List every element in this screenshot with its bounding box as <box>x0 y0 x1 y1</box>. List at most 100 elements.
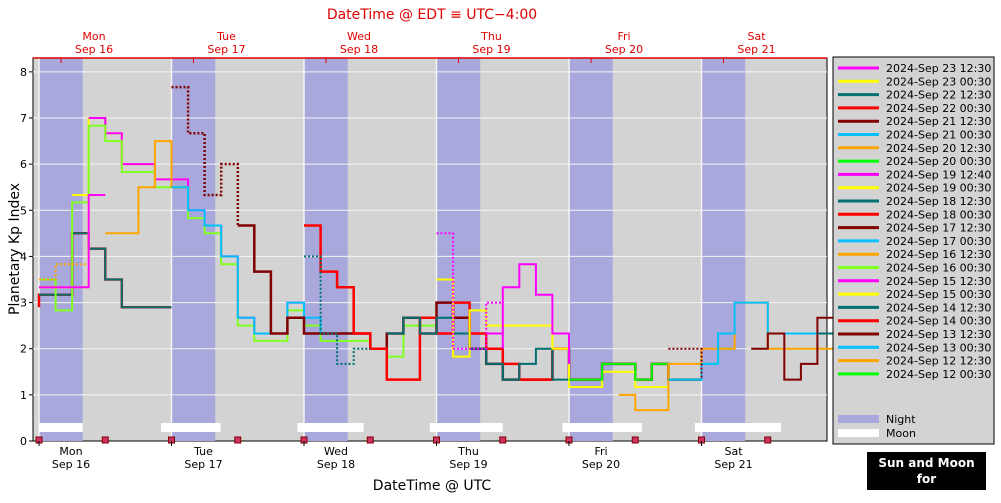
x-date-label: Sep 21 <box>714 458 752 471</box>
moon-marker <box>764 436 772 444</box>
legend-label: 2024-Sep 23 12:30 <box>886 62 991 75</box>
y-tick-label: 4 <box>20 250 27 263</box>
series-line <box>751 316 834 381</box>
night-band <box>569 58 613 441</box>
y-tick-label: 6 <box>20 158 27 171</box>
legend-label: 2024-Sep 22 12:30 <box>886 89 991 102</box>
x-day-label: Tue <box>193 445 213 458</box>
moon-bar <box>562 423 642 432</box>
night-band <box>701 58 746 441</box>
top-date-label: Sep 18 <box>340 43 378 56</box>
legend-label: 2024-Sep 12 00:30 <box>886 368 991 381</box>
series-line <box>39 194 106 289</box>
series-forecast-line <box>668 347 703 380</box>
series-forecast-line <box>436 232 503 350</box>
legend-swatch <box>838 429 879 437</box>
y-tick-label: 1 <box>20 389 27 402</box>
sun-moon-location-box: Sun and Moon for 44N 71W <box>867 452 986 502</box>
x-day-label: Fri <box>594 445 607 458</box>
series-forecast-line <box>304 255 371 365</box>
moon-bar <box>694 423 781 432</box>
legend-label: 2024-Sep 14 00:30 <box>886 315 991 328</box>
legend-label: 2024-Sep 23 00:30 <box>886 75 991 88</box>
top-date-label: Sep 19 <box>472 43 510 56</box>
top-day-label: Tue <box>216 30 236 43</box>
legend-label: 2024-Sep 19 12:40 <box>886 168 991 181</box>
moon-marker <box>101 436 109 444</box>
x-date-label: Sep 19 <box>449 458 487 471</box>
moon-bar <box>297 423 364 432</box>
top-day-label: Sat <box>747 30 766 43</box>
legend-label: 2024-Sep 12 12:30 <box>886 355 991 368</box>
moon-bar <box>429 423 503 432</box>
top-day-label: Wed <box>347 30 371 43</box>
y-tick-label: 3 <box>20 297 27 310</box>
legend-swatch <box>838 415 879 423</box>
x-date-label: Sep 16 <box>52 458 90 471</box>
y-tick-label: 8 <box>20 66 27 79</box>
moon-bar <box>160 423 221 432</box>
moon-bars <box>39 423 781 432</box>
chart-title: DateTime @ EDT ≡ UTC−4:00 <box>327 7 537 23</box>
x-date-label: Sep 17 <box>184 458 222 471</box>
x-date-label: Sep 18 <box>317 458 355 471</box>
legend-label: 2024-Sep 17 00:30 <box>886 235 991 248</box>
legend-label: 2024-Sep 15 12:30 <box>886 275 991 288</box>
series-line <box>436 278 669 388</box>
night-band <box>304 58 348 441</box>
legend-label: 2024-Sep 14 12:30 <box>886 301 991 314</box>
sunmoon-line2: 44N 71W <box>896 488 957 502</box>
moon-marker <box>234 436 242 444</box>
top-day-label: Thu <box>480 30 502 43</box>
y-tick-label: 0 <box>20 435 27 448</box>
legend-label: 2024-Sep 13 00:30 <box>886 341 991 354</box>
moon-marker <box>499 436 507 444</box>
top-date-label: Sep 20 <box>605 43 643 56</box>
moon-marker <box>366 436 374 444</box>
legend-label: 2024-Sep 21 12:30 <box>886 115 991 128</box>
legend-label: 2024-Sep 20 12:30 <box>886 142 991 155</box>
y-axis-label: Planetary Kp Index <box>7 183 23 315</box>
legend-label: Night <box>886 413 916 426</box>
top-day-label: Fri <box>617 30 630 43</box>
y-tick-label: 2 <box>20 343 27 356</box>
x-axis-label: DateTime @ UTC <box>373 478 492 494</box>
legend-label: 2024-Sep 16 00:30 <box>886 262 991 275</box>
legend-label: 2024-Sep 15 00:30 <box>886 288 991 301</box>
plot-area <box>32 57 828 442</box>
night-band <box>39 58 83 441</box>
series-line <box>486 263 570 364</box>
legend-label: 2024-Sep 18 00:30 <box>886 208 991 221</box>
moon-marker <box>631 436 639 444</box>
x-date-label: Sep 20 <box>582 458 620 471</box>
series-lines <box>37 85 834 412</box>
legend-label: 2024-Sep 20 00:30 <box>886 155 991 168</box>
moon-bar <box>39 423 83 432</box>
legend-label: 2024-Sep 21 00:30 <box>886 129 991 142</box>
x-day-label: Thu <box>457 445 479 458</box>
legend-label: 2024-Sep 19 00:30 <box>886 182 991 195</box>
series-line <box>171 186 371 335</box>
night-band <box>171 58 216 441</box>
top-date-label: Sep 16 <box>75 43 113 56</box>
top-date-label: Sep 17 <box>207 43 245 56</box>
sunmoon-line1: Sun and Moon for <box>878 456 975 486</box>
x-day-label: Sat <box>724 445 743 458</box>
legend-label: Moon <box>886 427 916 440</box>
series-forecast-line <box>171 85 240 226</box>
x-day-label: Wed <box>324 445 348 458</box>
night-band <box>436 58 481 441</box>
night-shading <box>39 58 746 441</box>
legend-label: 2024-Sep 18 12:30 <box>886 195 991 208</box>
series-line <box>105 140 189 235</box>
y-tick-label: 5 <box>20 204 27 217</box>
grid-lines <box>33 58 827 441</box>
legend-label: 2024-Sep 13 12:30 <box>886 328 991 341</box>
legend-label: 2024-Sep 22 00:30 <box>886 102 991 115</box>
top-day-label: Mon <box>82 30 105 43</box>
x-day-label: Mon <box>59 445 82 458</box>
top-date-label: Sep 21 <box>737 43 775 56</box>
